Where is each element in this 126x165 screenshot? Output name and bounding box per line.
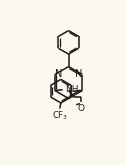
Text: O: O	[78, 104, 85, 113]
Text: N: N	[55, 69, 62, 79]
Text: CF$_3$: CF$_3$	[52, 109, 68, 122]
Text: N: N	[75, 69, 82, 79]
Text: NH: NH	[65, 85, 79, 94]
